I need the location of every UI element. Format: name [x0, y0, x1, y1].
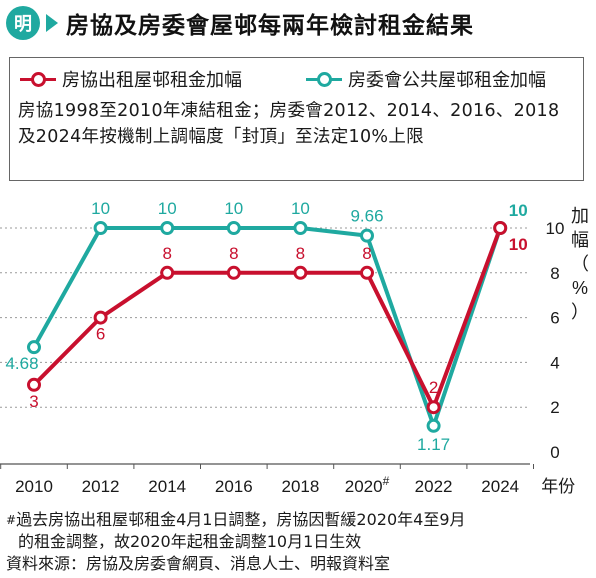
y-tick-label-8: 8 [550, 264, 559, 283]
legend-item-hs: 房委會公共屋邨租金加幅 [306, 66, 546, 92]
data-point-1-3 [226, 221, 241, 235]
y-axis-title-char: % [572, 278, 588, 298]
data-label-0-1: 6 [96, 325, 105, 344]
y-axis-title-char: ） [571, 302, 589, 322]
legend-label-hs: 房委會公共屋邨租金加幅 [348, 70, 546, 91]
data-label-0-3: 8 [229, 244, 238, 263]
data-label-1-3: 10 [224, 199, 243, 218]
footnote-mark: # [6, 513, 17, 527]
footnote-line-2: 的租金調整，故2020年起租金調整10月1日生效 [18, 532, 362, 551]
data-point-1-2 [160, 221, 175, 235]
data-label-0-7: 10 [509, 235, 528, 254]
legend-marker-red-icon [20, 71, 56, 87]
source-note: 資料來源：房協及房委會網頁、消息人士、明報資料室 [6, 554, 391, 573]
data-label-1-6: 1.17 [417, 435, 450, 454]
x-tick-label-2: 2014 [148, 477, 186, 496]
x-tick-label-1: 2012 [82, 477, 120, 496]
y-axis-title-char: （ [571, 254, 589, 274]
line-chart: 2010 2012 2014 2016 2018 2020# 2022 2024 年份 0 2 4 6 8… [0, 199, 589, 496]
y-tick-label-2: 2 [550, 398, 559, 417]
x-tick-label-6: 2022 [415, 477, 453, 496]
x-tick-label-0: 2010 [15, 477, 53, 496]
y-tick-label-10: 10 [546, 219, 565, 238]
y-tick-label-4: 4 [550, 353, 559, 372]
x-axis-title: 年份 [541, 477, 575, 496]
data-label-1-7: 10 [509, 201, 528, 220]
data-point-1-6 [426, 418, 441, 433]
legend-marker-teal-icon [306, 71, 342, 87]
header: 明 房協及房委會屋邨每兩年檢討租金結果 [0, 0, 596, 50]
data-point-0-7 [493, 221, 508, 235]
data-point-0-4 [293, 265, 308, 280]
data-point-1-1 [93, 221, 108, 235]
x-tick-label-3: 2016 [215, 477, 253, 496]
x-tick-label-7: 2024 [481, 477, 519, 496]
data-label-0-0: 3 [29, 392, 38, 411]
series-line-1 [32, 226, 503, 428]
data-label-1-5: 9.66 [350, 207, 383, 226]
legend-item-ha: 房協出租屋邨租金加幅 [20, 66, 242, 92]
x-tick-hash: # [383, 474, 390, 488]
legend-note: 房協1998至2010年凍結租金；房委會2012、2014、2016、2018及… [18, 101, 560, 147]
title-arrow-icon [46, 14, 58, 32]
footnote: #過去房協出租屋邨租金4月1日調整，房協因暫緩2020年4至9月 的租金調整，故… [6, 509, 592, 575]
data-point-0-6 [426, 400, 441, 415]
footnote-line-1: 過去房協出租屋邨租金4月1日調整，房協因暫緩2020年4至9月 [16, 510, 466, 529]
data-point-1-4 [293, 221, 308, 235]
data-label-1-0: 4.68 [5, 354, 38, 373]
data-point-1-5 [360, 228, 374, 243]
x-tick-label-4: 2018 [281, 477, 319, 496]
data-point-0-5 [360, 265, 374, 280]
data-label-0-4: 8 [296, 244, 305, 263]
data-label-0-6: 2 [429, 378, 438, 397]
data-label-1-4: 10 [291, 199, 310, 218]
series-line-0 [32, 227, 503, 410]
data-point-0-0 [27, 377, 41, 392]
data-point-1-0 [27, 340, 41, 355]
y-tick-label-6: 6 [550, 309, 559, 328]
page-title: 房協及房委會屋邨每兩年檢討租金結果 [66, 13, 474, 39]
y-axis-title-char: 加 [571, 206, 589, 226]
data-point-0-1 [93, 310, 108, 325]
legend-box: 房協出租屋邨租金加幅 房委會公共屋邨租金加幅 房協1998至2010年凍結租金；… [9, 57, 584, 181]
x-tick-label-5: 2020# [345, 474, 390, 496]
data-point-0-2 [160, 265, 175, 280]
ming-pao-logo: 明 [6, 6, 40, 40]
data-label-0-5: 8 [362, 244, 371, 263]
data-label-1-2: 10 [158, 199, 177, 218]
data-point-0-3 [226, 265, 241, 280]
data-label-1-1: 10 [91, 199, 110, 218]
y-tick-label-0: 0 [550, 443, 559, 462]
legend-label-ha: 房協出租屋邨租金加幅 [62, 70, 242, 91]
y-axis-title-char: 幅 [571, 230, 589, 250]
data-label-0-2: 8 [162, 244, 171, 263]
